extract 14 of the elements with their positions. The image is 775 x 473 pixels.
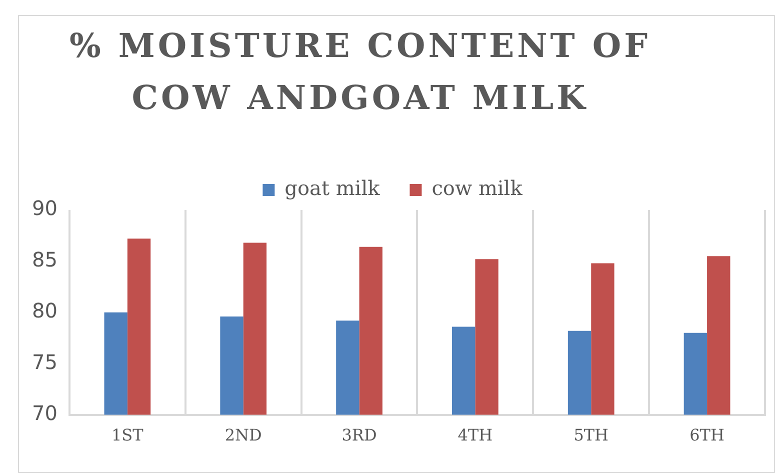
y-tick-label: 70 [32, 401, 58, 426]
x-tick-label: 5TH [574, 426, 609, 445]
y-tick-label: 90 [32, 196, 58, 220]
x-tick-label: 1ST [112, 426, 144, 445]
y-tick-label: 85 [32, 247, 58, 272]
legend-label: goat milk [284, 176, 381, 200]
y-tick-label: 75 [32, 350, 58, 374]
chart-title: % MOISTURE CONTENT OF COW ANDGOAT MILK [68, 25, 652, 119]
x-tick-label: 6TH [690, 426, 724, 445]
legend-label: cow milk [432, 176, 524, 200]
x-tick-label: 4TH [458, 426, 493, 445]
x-tick-label: 2ND [224, 426, 262, 445]
x-tick-label: 3RD [342, 426, 377, 445]
y-tick-label: 80 [32, 298, 58, 323]
